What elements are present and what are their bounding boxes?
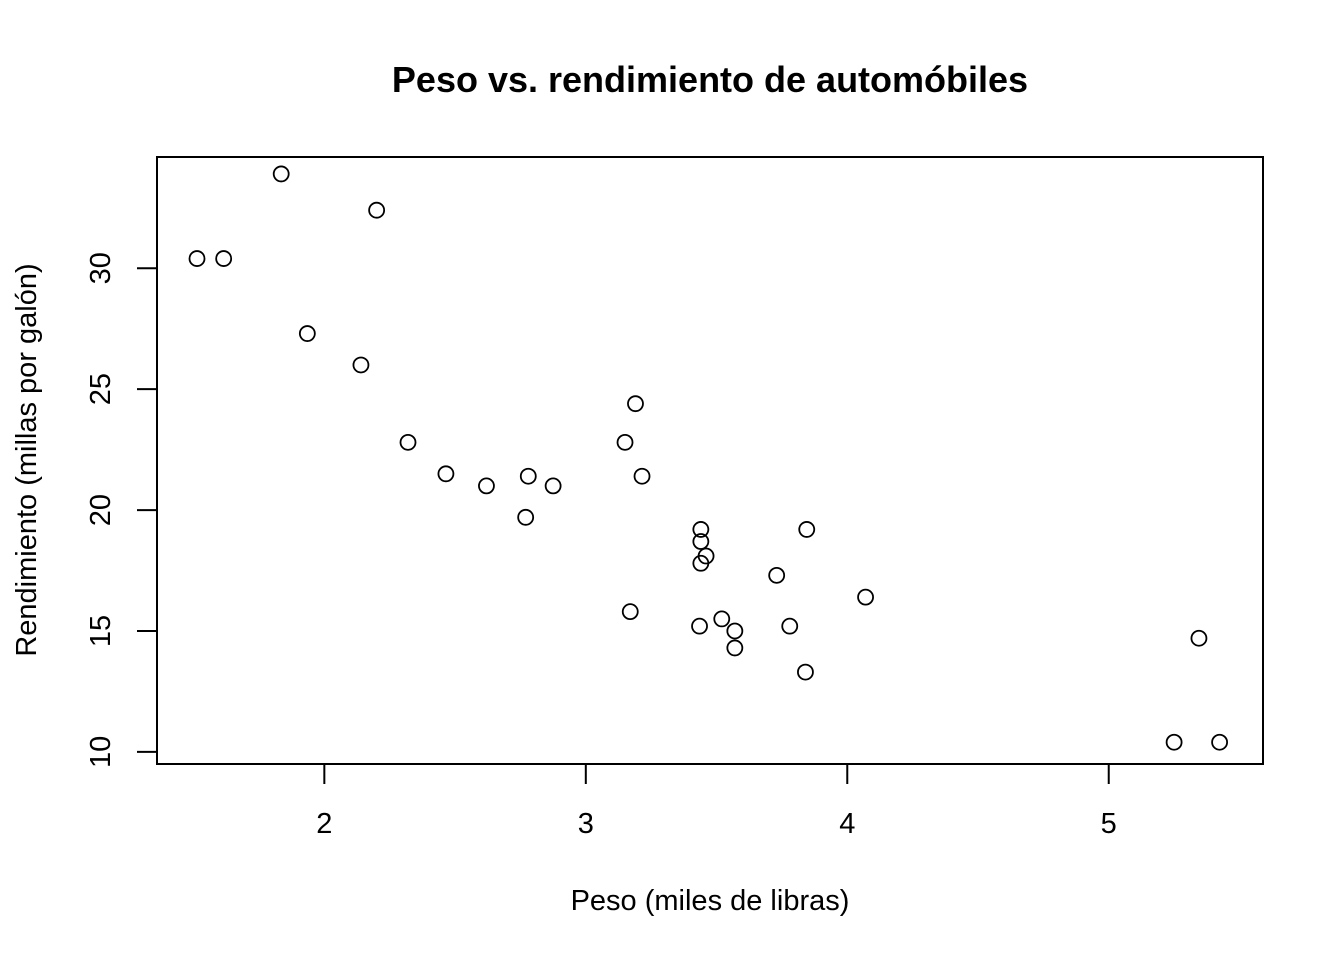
data-point xyxy=(1165,733,1183,751)
data-point xyxy=(857,588,874,606)
x-axis: 2 3 4 5 xyxy=(316,763,1117,840)
data-point xyxy=(797,663,814,681)
data-point xyxy=(519,467,537,485)
plot-frame xyxy=(156,156,1264,765)
data-point xyxy=(621,603,639,621)
data-point xyxy=(781,617,799,635)
y-axis: 10 15 20 25 30 xyxy=(85,252,158,768)
data-points xyxy=(188,165,1228,751)
data-point xyxy=(544,477,562,495)
data-point xyxy=(627,395,644,413)
x-tick-label: 2 xyxy=(316,808,332,840)
y-axis-label: Rendimiento (millas por galón) xyxy=(11,263,43,656)
data-point xyxy=(768,566,786,584)
data-point xyxy=(713,610,731,628)
x-axis-label: Peso (miles de libras) xyxy=(571,885,850,917)
x-tick-label: 3 xyxy=(578,808,594,840)
data-point xyxy=(691,617,708,635)
data-point xyxy=(616,433,634,451)
data-point xyxy=(633,467,651,485)
chart-title: Peso vs. rendimiento de automóbiles xyxy=(392,59,1028,100)
data-point xyxy=(798,521,816,538)
data-point xyxy=(272,165,290,183)
data-point xyxy=(399,433,417,451)
data-point xyxy=(352,356,370,374)
y-tick-label: 10 xyxy=(85,736,117,768)
data-point xyxy=(692,521,710,538)
data-point xyxy=(692,533,710,550)
x-tick-label: 4 xyxy=(839,808,855,840)
data-point xyxy=(437,465,455,483)
data-point xyxy=(692,554,710,572)
data-point xyxy=(215,250,233,267)
x-tick-label: 5 xyxy=(1101,808,1117,840)
data-point xyxy=(188,250,206,267)
data-point xyxy=(1190,629,1208,647)
y-tick-label: 15 xyxy=(85,615,117,647)
data-point xyxy=(368,201,386,219)
data-point xyxy=(1211,733,1228,751)
data-point xyxy=(298,325,316,342)
data-point xyxy=(726,622,744,640)
y-tick-label: 20 xyxy=(85,494,117,526)
data-point xyxy=(726,639,744,657)
data-point xyxy=(478,477,495,495)
y-tick-label: 30 xyxy=(85,252,117,284)
data-point xyxy=(517,508,535,526)
y-tick-label: 25 xyxy=(85,373,117,405)
